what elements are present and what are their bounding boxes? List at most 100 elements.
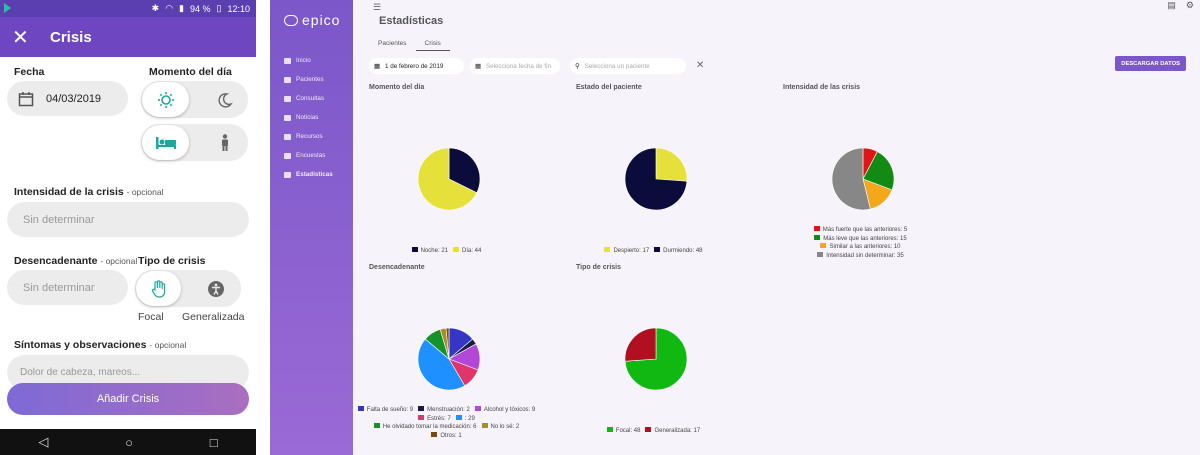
legend-item[interactable]: Despierto: 17 xyxy=(604,247,649,254)
optional-tag: - opcional xyxy=(126,187,164,197)
pie-slice[interactable] xyxy=(448,147,481,194)
mobile-app-screen: ✱ ◠ ▮ 94 % ▯ 12:10 ✕ Crisis Fecha 04/03/… xyxy=(0,0,256,455)
legend-item[interactable]: Durmiendo: 48 xyxy=(654,247,703,254)
optional-tag: - opcional xyxy=(149,340,187,350)
pie-slice[interactable] xyxy=(862,151,895,191)
start-date-input[interactable]: ▦ 1 de febrero de 2019 xyxy=(369,58,464,74)
momento-label: Momento del día xyxy=(149,66,232,78)
close-icon[interactable]: ✕ xyxy=(12,26,29,49)
menu-icon[interactable]: ☰ xyxy=(373,2,382,12)
legend-item[interactable]: No lo sé: 2 xyxy=(481,423,519,430)
add-crisis-button[interactable]: Añadir Crisis xyxy=(7,383,249,415)
legend-item[interactable]: Falta de sueño: 9 xyxy=(357,406,413,413)
legend-item[interactable]: He olvidado tomar la medicación: 6 xyxy=(373,423,477,430)
feedback-icon[interactable]: ▤ xyxy=(1167,0,1176,10)
legend-item[interactable]: Similar a las anteriores: 10 xyxy=(820,243,901,250)
chart-legend: Noche: 21 Día: 44 xyxy=(369,247,529,256)
sidebar-item-recursos[interactable]: Recursos xyxy=(284,127,333,146)
sidebar-item-pacientes[interactable]: Pacientes xyxy=(284,70,333,89)
pie-slice[interactable] xyxy=(655,147,688,182)
legend-item[interactable]: Estrés: 7 xyxy=(418,414,451,422)
gear-icon[interactable]: ⚙ xyxy=(1185,0,1194,10)
users-icon xyxy=(284,76,291,83)
legend-item[interactable]: Generalizada: 17 xyxy=(645,427,700,434)
pie-slice[interactable] xyxy=(417,338,466,391)
legend-swatch xyxy=(453,247,459,252)
sidebar-nav: Inicio Pacientes Consultas Noticias Recu… xyxy=(284,51,333,184)
battery-icon: ▯ xyxy=(216,3,222,13)
legend-item[interactable]: : 29 xyxy=(455,414,475,422)
legend-label: Intensidad sin determinar: 35 xyxy=(826,252,904,259)
legend-label: Más fuerte que las anteriores: 5 xyxy=(822,227,908,233)
chart-title: Desencadenante xyxy=(369,264,425,271)
legend-item[interactable]: Alcohol y tóxicos: 9 xyxy=(474,406,536,413)
sidebar-item-estadisticas[interactable]: Estadísticas xyxy=(284,165,333,184)
bed-icon xyxy=(155,136,176,149)
intensity-field[interactable]: Sin determinar xyxy=(7,202,249,237)
back-icon[interactable]: ◁ xyxy=(38,434,49,449)
tab-crisis[interactable]: Crisis xyxy=(415,37,450,51)
trigger-field[interactable]: Sin determinar xyxy=(7,270,128,305)
chart-title: Momento del día xyxy=(369,84,425,91)
legend-swatch xyxy=(606,427,613,432)
pie-slice[interactable] xyxy=(624,147,688,211)
night-option[interactable] xyxy=(201,82,248,117)
home-icon[interactable]: ○ xyxy=(125,434,133,450)
download-button[interactable]: DESCARGAR DATOS xyxy=(1115,56,1186,71)
optional-tag: - opcional xyxy=(100,256,138,266)
focal-option[interactable] xyxy=(136,271,181,306)
legend-label: Alcohol y tóxicos: 9 xyxy=(483,407,536,413)
focal-caption: Focal xyxy=(138,311,164,323)
patient-search-input[interactable]: ⚲ Selecciona un paciente xyxy=(570,58,686,74)
day-option[interactable] xyxy=(142,82,189,117)
status-bar: ✱ ◠ ▮ 94 % ▯ 12:10 xyxy=(0,0,256,17)
legend-swatch xyxy=(813,226,820,231)
legend-item[interactable]: Más leve que las anteriores: 15 xyxy=(814,234,907,242)
intensidad-label: Intensidad de la crisis - opcional xyxy=(14,186,164,198)
pie-slice[interactable] xyxy=(417,147,478,211)
asleep-option[interactable] xyxy=(142,125,189,160)
sidebar-item-consultas[interactable]: Consultas xyxy=(284,89,333,108)
wifi-icon: ◠ xyxy=(165,3,174,13)
chart-title: Intensidad de las crisis xyxy=(783,84,861,91)
home-icon xyxy=(284,57,291,64)
clear-icon[interactable]: ✕ xyxy=(696,60,705,71)
calendar-icon xyxy=(18,91,34,106)
legend-item[interactable]: Más fuerte que las anteriores: 5 xyxy=(813,226,908,233)
legend-item[interactable]: Menstruación: 2 xyxy=(418,406,470,413)
pie-chart-estado xyxy=(624,147,688,211)
pie-slice[interactable] xyxy=(624,327,657,362)
legend-swatch xyxy=(817,251,824,257)
chart-title: Estado del paciente xyxy=(576,84,642,91)
date-field[interactable]: 04/03/2019 xyxy=(7,81,128,116)
app-bar-title: Crisis xyxy=(50,28,92,46)
legend-item[interactable]: Focal: 48 xyxy=(606,427,641,434)
search-icon: ⚲ xyxy=(575,62,580,70)
tipo-label: Tipo de crisis xyxy=(138,255,206,267)
moon-icon xyxy=(217,92,233,108)
legend-swatch xyxy=(418,414,425,420)
sidebar-item-inicio[interactable]: Inicio xyxy=(284,51,333,70)
generalized-option[interactable] xyxy=(192,271,239,306)
legend-item[interactable]: Intensidad sin determinar: 35 xyxy=(817,251,904,259)
recents-icon[interactable]: □ xyxy=(209,434,218,450)
sintomas-label: Síntomas y observaciones - opcional xyxy=(14,339,187,351)
awake-option[interactable] xyxy=(201,125,248,160)
fecha-label: Fecha xyxy=(14,66,45,78)
pie-slice[interactable] xyxy=(831,147,871,211)
document-icon xyxy=(284,133,291,140)
day-night-toggle xyxy=(141,81,248,118)
sidebar-item-encuestas[interactable]: Encuestas xyxy=(284,146,333,165)
sidebar-item-noticias[interactable]: Noticias xyxy=(284,108,333,127)
tab-pacientes[interactable]: Pacientes xyxy=(378,40,407,47)
end-date-input[interactable]: ▦ Selecciona fecha de fin xyxy=(470,58,560,74)
legend-swatch xyxy=(455,414,462,420)
pie-slice[interactable] xyxy=(445,327,450,360)
legend-item[interactable]: Noche: 21 xyxy=(411,247,448,254)
page-title: Estadísticas xyxy=(379,15,444,27)
legend-item[interactable]: Día: 44 xyxy=(453,247,481,254)
legend-label: Durmiendo: 48 xyxy=(663,248,703,254)
legend-label: Noche: 21 xyxy=(420,248,448,254)
legend-label: Focal: 48 xyxy=(615,428,641,434)
legend-item[interactable]: Otros: 1 xyxy=(431,431,462,439)
